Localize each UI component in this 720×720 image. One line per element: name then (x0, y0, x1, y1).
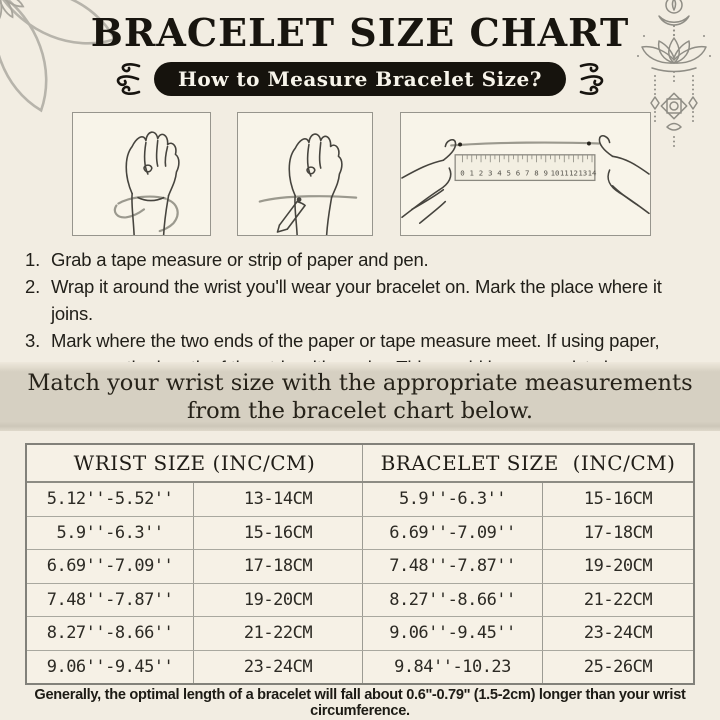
ruler-numbers: 0 1 2 3 4 5 6 7 8 9 10 11 12 13 14 (460, 168, 597, 177)
wrist-inches: 9.06''-9.45'' (27, 650, 194, 683)
wrist-cm: 17-18CM (194, 550, 363, 583)
ruler-number: 10 (551, 168, 560, 177)
banner-line-2: from the bracelet chart below. (187, 397, 533, 424)
wrist-inches: 6.69''-7.09'' (27, 550, 194, 583)
bracelet-cm: 17-18CM (583, 522, 653, 543)
table-row: 5.12''-5.52'' 13-14CM 5.9''-6.3'' 15-16C… (27, 483, 693, 517)
flourish-left-icon (116, 63, 141, 95)
wrist-size-header: WRIST SIZE (INC/CM) (27, 445, 363, 481)
ruler-number: 3 (488, 168, 492, 177)
ruler-number: 1 (470, 168, 474, 177)
instruction-step-1: 1. Grab a tape measure or strip of paper… (25, 246, 701, 273)
ruler-number: 0 (460, 168, 464, 177)
wrist-cm: 23-24CM (194, 650, 363, 683)
ruler-ticks (462, 155, 593, 163)
ruler-number: 7 (525, 168, 529, 177)
instruction-step-2: 2. Wrap it around the wrist you'll wear … (25, 273, 701, 327)
illustration-ruler-measure: 0 1 2 3 4 5 6 7 8 9 10 11 12 13 14 (400, 112, 651, 236)
ruler-number: 4 (497, 168, 502, 177)
badge-row: How to Measure Bracelet Size? (0, 60, 720, 98)
bracelet-cm: 19-20CM (583, 556, 653, 577)
ruler-measure-icon: 0 1 2 3 4 5 6 7 8 9 10 11 12 13 14 (401, 135, 650, 224)
step-number: 3. (25, 330, 41, 351)
fist-with-pen-icon (258, 133, 358, 235)
ruler-number: 9 (544, 168, 548, 177)
footer-note: Generally, the optimal length of a brace… (34, 687, 686, 719)
step-number: 2. (25, 276, 41, 297)
ruler-number: 11 (560, 168, 569, 177)
banner-line-1: Match your wrist size with the appropria… (27, 369, 693, 396)
ruler-number: 5 (507, 168, 511, 177)
bracelet-inches: 8.27''-8.66'' (363, 583, 543, 616)
fist-with-tape-icon (113, 131, 180, 235)
wrist-cm: 19-20CM (194, 583, 363, 616)
table-row: 7.48''-7.87'' 19-20CM 8.27''-8.66'' 21-2… (27, 583, 693, 617)
wrist-inches: 8.27''-8.66'' (27, 617, 194, 650)
table-row: 9.06''-9.45'' 23-24CM 9.84''-10.23 25-26… (27, 650, 693, 683)
size-table: WRIST SIZE (INC/CM) BRACELET SIZE (INC/C… (25, 443, 695, 685)
bracelet-cm: 25-26CM (583, 656, 653, 677)
table-row: 8.27''-8.66'' 21-22CM 9.06''-9.45'' 23-2… (27, 617, 693, 651)
bracelet-inches: 6.69''-7.09'' (363, 516, 543, 549)
wrist-cm: 15-16CM (194, 516, 363, 549)
page-title: BRACELET SIZE CHART (90, 10, 630, 55)
wrist-inches: 5.12''-5.52'' (27, 483, 194, 516)
bracelet-size-header: BRACELET SIZE (INC/CM) (380, 451, 676, 475)
table-row: 6.69''-7.09'' 17-18CM 7.48''-7.87'' 19-2… (27, 550, 693, 584)
badge-label: How to Measure Bracelet Size? (178, 67, 542, 91)
bracelet-inches: 7.48''-7.87'' (363, 550, 543, 583)
ruler-number: 2 (479, 168, 483, 177)
wrist-cm: 21-22CM (194, 617, 363, 650)
bracelet-cm: 23-24CM (583, 623, 653, 644)
illustration-fist-with-tape (72, 112, 211, 236)
match-size-banner: Match your wrist size with the appropria… (0, 362, 720, 431)
bracelet-inches: 9.06''-9.45'' (363, 617, 543, 650)
step-number: 1. (25, 249, 41, 270)
illustration-fist-with-pen (237, 112, 373, 236)
step-text: Grab a tape measure or strip of paper an… (51, 249, 429, 270)
wrist-inches: 7.48''-7.87'' (27, 583, 194, 616)
ruler-number: 8 (534, 168, 538, 177)
size-table-header: WRIST SIZE (INC/CM) BRACELET SIZE (INC/C… (27, 445, 693, 483)
instructions-list: 1. Grab a tape measure or strip of paper… (25, 246, 701, 381)
ruler-number: 13 (578, 168, 587, 177)
bracelet-cm: 15-16CM (583, 489, 653, 510)
table-row: 5.9''-6.3'' 15-16CM 6.69''-7.09'' 17-18C… (27, 516, 693, 550)
bracelet-cm: 21-22CM (583, 589, 653, 610)
ruler (454, 154, 596, 182)
ruler-number: 6 (516, 168, 520, 177)
wrist-cm: 13-14CM (194, 483, 363, 516)
step-text: Wrap it around the wrist you'll wear you… (51, 276, 662, 324)
flourish-right-icon (579, 63, 604, 95)
bracelet-inches: 5.9''-6.3'' (363, 483, 543, 516)
bracelet-inches: 9.84''-10.23 (363, 650, 543, 683)
wrist-inches: 5.9''-6.3'' (27, 516, 194, 549)
ruler-number: 12 (569, 168, 578, 177)
badge-pill: How to Measure Bracelet Size? (154, 62, 566, 96)
ruler-number: 14 (588, 168, 597, 177)
